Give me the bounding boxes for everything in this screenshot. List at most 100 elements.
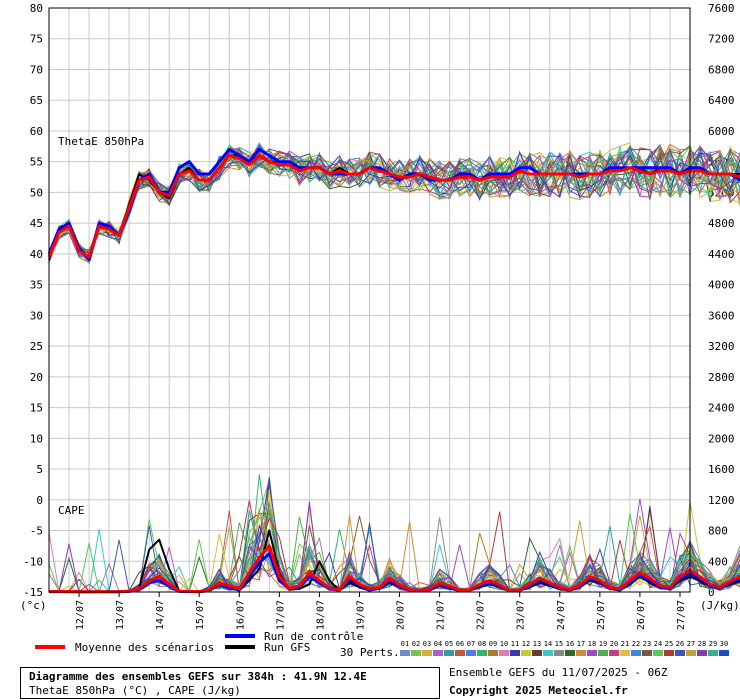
- left-tick-label: 75: [30, 33, 43, 46]
- legend-pert-number: 16: [566, 640, 574, 648]
- legend-pert-number: 23: [643, 640, 651, 648]
- legend-pert-swatch: [642, 650, 652, 656]
- legend-pert-number: 29: [709, 640, 717, 648]
- legend-pert-swatch: [466, 650, 476, 656]
- legend-pert-number: 02: [412, 640, 420, 648]
- legend-pert-swatch: [499, 650, 509, 656]
- legend-pert-swatch: [411, 650, 421, 656]
- left-tick-label: 70: [30, 63, 43, 76]
- legend-pert-number: 22: [632, 640, 640, 648]
- legend-pert-swatch: [433, 650, 443, 656]
- left-tick-label: 60: [30, 125, 43, 138]
- x-tick-label: 26/07: [636, 600, 647, 630]
- x-tick-label: 13/07: [115, 600, 126, 630]
- right-tick-label: 6000: [708, 125, 735, 138]
- perturbation-cape-line: [48, 501, 740, 593]
- legend-pert-swatch: [488, 650, 498, 656]
- x-tick-label: 22/07: [476, 600, 487, 630]
- legend-pert-number: 03: [423, 640, 431, 648]
- legend-pert-swatch: [510, 650, 520, 656]
- left-tick-label: 55: [30, 156, 43, 169]
- legend-pert-number: 19: [599, 640, 607, 648]
- x-tick-label: 23/07: [516, 600, 527, 630]
- right-axis-unit: (J/kg): [700, 599, 740, 612]
- legend-pert-number: 13: [533, 640, 541, 648]
- legend-pert-number: 07: [467, 640, 475, 648]
- legend-pert-number: 12: [522, 640, 530, 648]
- x-tick-label: 21/07: [436, 600, 447, 630]
- run-info: Ensemble GEFS du 11/07/2025 - 06Z: [449, 666, 668, 679]
- left-tick-label: 65: [30, 94, 43, 107]
- mean-thetae-line: [47, 154, 740, 259]
- legend-pert-swatch: [653, 650, 663, 656]
- legend-pert-swatch: [576, 650, 586, 656]
- legend-pert-number: 08: [478, 640, 486, 648]
- left-tick-label: 50: [30, 186, 43, 199]
- right-tick-label: 4400: [708, 248, 735, 261]
- legend-pert-swatch: [455, 650, 465, 656]
- legend-pert-number: 01: [401, 640, 409, 648]
- right-tick-label: 4800: [708, 217, 735, 230]
- chart-title: Diagramme des ensembles GEFS sur 384h : …: [29, 670, 367, 683]
- right-tick-label: 3200: [708, 340, 735, 353]
- legend-pert-swatch: [609, 650, 619, 656]
- perturbation-thetae-line: [48, 152, 740, 260]
- left-tick-label: -15: [23, 586, 43, 599]
- legend-pert-swatch: [422, 650, 432, 656]
- legend-gfs-label: Run GFS: [264, 641, 310, 654]
- legend-pert-swatch: [477, 650, 487, 656]
- legend-pert-swatch: [598, 650, 608, 656]
- x-tick-label: 25/07: [596, 600, 607, 630]
- right-tick-label: 3600: [708, 309, 735, 322]
- right-tick-label: 2000: [708, 432, 735, 445]
- right-tick-label: 6400: [708, 94, 735, 107]
- left-tick-label: -5: [30, 525, 43, 538]
- right-tick-label: 0: [708, 586, 715, 599]
- left-tick-label: 20: [30, 371, 43, 384]
- x-tick-label: 24/07: [556, 600, 567, 630]
- chart-subtitle: ThetaE 850hPa (°C) , CAPE (J/kg): [29, 684, 241, 697]
- perturbation-thetae-line: [48, 148, 740, 257]
- legend-pert-number: 10: [500, 640, 508, 648]
- plot-frame: [48, 7, 691, 593]
- legend-pert-number: 05: [445, 640, 453, 648]
- legend-pert-swatch: [675, 650, 685, 656]
- legend-pert-swatch: [565, 650, 575, 656]
- x-tick-label: 12/07: [75, 600, 86, 630]
- legend-pert-swatch: [697, 650, 707, 656]
- legend-pert-swatch: [719, 650, 729, 656]
- legend-pert-number: 20: [610, 640, 618, 648]
- left-tick-label: 40: [30, 248, 43, 261]
- right-tick-label: 1200: [708, 494, 735, 507]
- right-tick-label: 6800: [708, 63, 735, 76]
- legend-pert-swatch: [521, 650, 531, 656]
- x-tick-label: 18/07: [315, 600, 326, 630]
- left-tick-label: 45: [30, 217, 43, 230]
- legend-pert-number: 11: [511, 640, 519, 648]
- legend-pert-swatch: [620, 650, 630, 656]
- left-tick-label: 35: [30, 279, 43, 292]
- left-tick-label: -10: [23, 555, 43, 568]
- legend-control-label: Run de contrôle: [264, 630, 363, 643]
- legend-pert-number: 14: [544, 640, 552, 648]
- legend-pert-swatch: [532, 650, 542, 656]
- x-tick-label: 19/07: [355, 600, 366, 630]
- x-tick-label: 15/07: [195, 600, 206, 630]
- left-tick-label: 0: [36, 494, 43, 507]
- x-tick-label: 20/07: [396, 600, 407, 630]
- legend-pert-number: 30: [720, 640, 728, 648]
- left-tick-label: 10: [30, 432, 43, 445]
- left-tick-label: 5: [36, 463, 43, 476]
- legend-pert-number: 04: [434, 640, 442, 648]
- perturbation-thetae-line: [48, 146, 740, 265]
- perturbation-cape-line: [48, 502, 740, 593]
- legend-pert-number: 21: [621, 640, 629, 648]
- legend-pert-number: 17: [577, 640, 585, 648]
- legend-pert-number: 09: [489, 640, 497, 648]
- legend-mean-label: Moyenne des scénarios: [75, 641, 214, 654]
- legend-pert-number: 18: [588, 640, 596, 648]
- x-tick-label: 27/07: [676, 600, 687, 630]
- right-tick-label: 800: [708, 525, 728, 538]
- right-tick-label: 400: [708, 555, 728, 568]
